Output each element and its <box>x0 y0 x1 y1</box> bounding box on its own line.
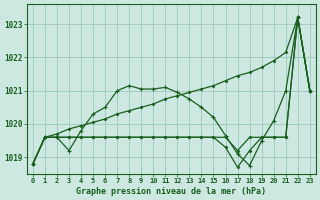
X-axis label: Graphe pression niveau de la mer (hPa): Graphe pression niveau de la mer (hPa) <box>76 187 266 196</box>
